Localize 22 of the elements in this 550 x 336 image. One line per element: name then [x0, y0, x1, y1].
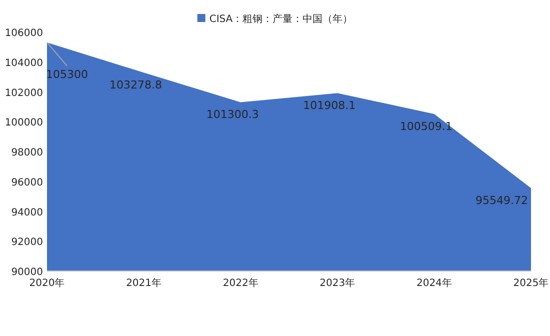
y-tick-label: 100000: [4, 118, 43, 129]
y-tick-label: 90000: [11, 267, 43, 278]
y-tick-label: 102000: [4, 88, 43, 99]
y-tick-label: 94000: [11, 207, 43, 218]
data-label: 105300: [46, 68, 88, 81]
x-tick-label: 2024年: [416, 277, 452, 289]
data-label: 95549.72: [476, 194, 528, 208]
x-tick-label: 2022年: [222, 277, 258, 289]
data-label: 100509.1: [400, 120, 452, 134]
x-tick-label: 2023年: [320, 277, 356, 289]
data-label: 101908.1: [303, 99, 356, 112]
y-tick-label: 96000: [11, 177, 43, 188]
y-tick-label: 92000: [11, 237, 43, 248]
data-label: 101300.3: [206, 108, 259, 122]
legend-label: CISA：粗钢：产量：中国（年）: [209, 13, 353, 25]
y-tick-label: 106000: [4, 28, 43, 39]
x-tick-label: 2025年: [513, 277, 549, 289]
y-tick-label: 98000: [11, 148, 43, 158]
x-tick-label: 2021年: [126, 277, 162, 289]
data-label: 103278.8: [110, 78, 162, 92]
x-tick-label: 2020年: [29, 277, 65, 289]
y-tick-label: 104000: [4, 58, 43, 69]
